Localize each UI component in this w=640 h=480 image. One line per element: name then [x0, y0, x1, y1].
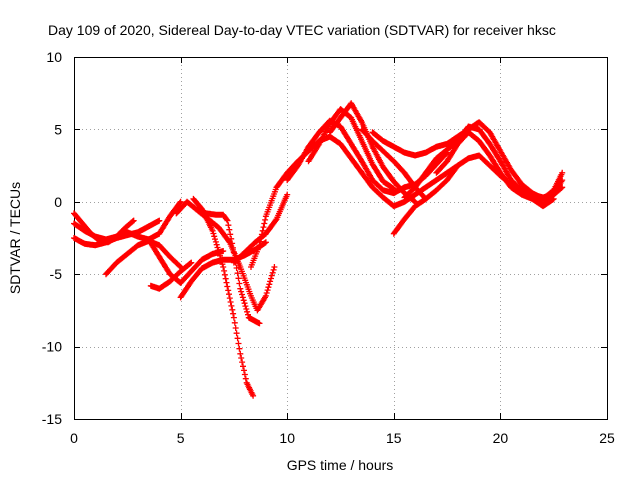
series-track-19	[369, 119, 566, 202]
x-tick-label: 20	[493, 430, 509, 446]
x-tick-label: 10	[279, 430, 295, 446]
series-track-9	[190, 195, 257, 399]
axis-ticks: 0 5 10 15 20 25 -15 -10 -5 0 5 10	[42, 49, 615, 446]
series-track-6	[147, 259, 195, 292]
data-marks	[71, 100, 566, 399]
x-tick-label: 15	[386, 430, 402, 446]
point-markers	[433, 129, 557, 210]
series-track-20	[433, 129, 557, 210]
y-tick-label: 10	[46, 49, 62, 65]
point-markers	[390, 162, 461, 237]
x-tick-label: 25	[599, 430, 615, 446]
y-tick-label: -10	[42, 339, 62, 355]
series-track-17	[390, 162, 461, 237]
point-markers	[71, 217, 163, 249]
point-markers	[103, 237, 184, 278]
series-track-4	[103, 237, 184, 278]
series-track-3	[71, 217, 163, 249]
y-tick-label: -15	[42, 411, 62, 427]
x-tick-label: 0	[70, 430, 78, 446]
y-tick-label: 5	[54, 121, 62, 137]
point-markers	[194, 206, 263, 327]
y-tick-label: -5	[50, 266, 63, 282]
x-tick-label: 5	[177, 430, 185, 446]
series-track-16	[358, 126, 429, 202]
series-track-10	[194, 206, 263, 327]
y-axis-label: SDTVAR / TECUs	[7, 182, 23, 294]
point-markers	[358, 126, 429, 202]
y-tick-label: 0	[54, 194, 62, 210]
point-markers	[147, 259, 195, 292]
grid-layer	[74, 57, 607, 419]
x-axis-label: GPS time / hours	[287, 457, 394, 473]
point-markers	[190, 195, 257, 399]
series-track-11	[230, 191, 291, 266]
point-markers	[369, 119, 566, 202]
chart-title: Day 109 of 2020, Sidereal Day-to-day VTE…	[48, 22, 556, 38]
point-markers	[230, 191, 291, 266]
